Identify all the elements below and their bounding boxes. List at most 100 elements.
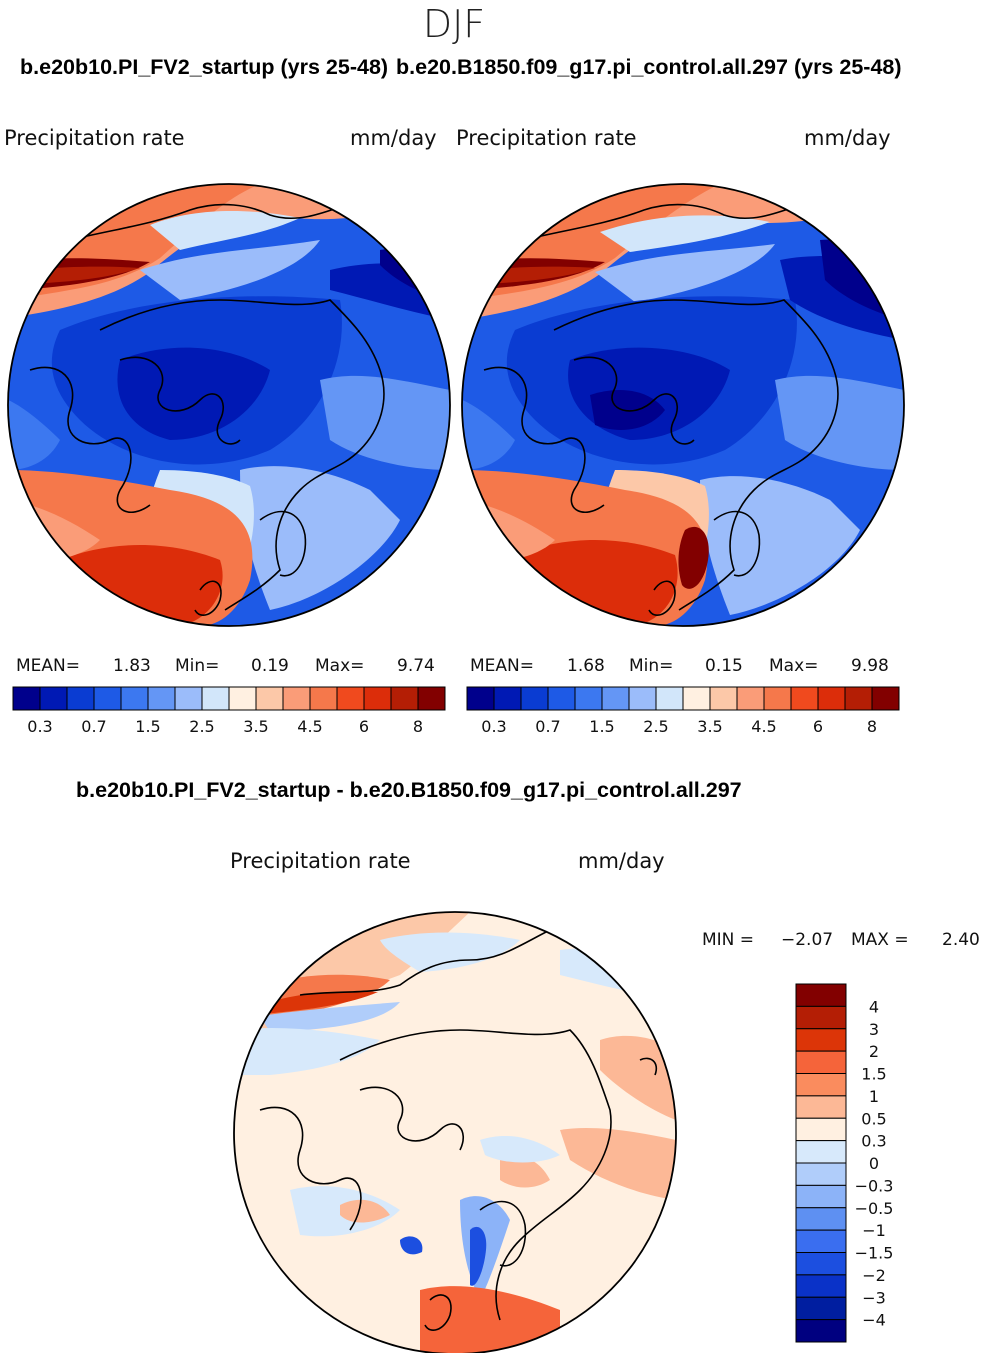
right-colorbar-swatch [709, 686, 738, 711]
left-colorbar-tick-label: 1.5 [135, 717, 160, 736]
left-colorbar-tick-label: 8 [413, 717, 423, 736]
diff-colorbar-swatch [795, 983, 847, 1007]
diff-colorbar-tick-label: 1 [869, 1087, 879, 1106]
diff-colorbar-tick-label: 4 [869, 997, 879, 1016]
left-colorbar-tick-label: 3.5 [243, 717, 268, 736]
diff-colorbar: 4 3 2 1.5 1 0.5 0.3 0 −0.3 −0.5 −1 −1.5 −2 −3 −4 [795, 983, 894, 1343]
diff-units-label: mm/day [578, 849, 665, 873]
right-colorbar-tick-label: 0.7 [535, 717, 560, 736]
right-colorbar-swatch [736, 686, 765, 711]
diff-colorbar-swatch [795, 1296, 847, 1321]
left-max-label: Max= [315, 656, 365, 676]
left-colorbar-swatch [147, 686, 176, 711]
right-colorbar-swatch [493, 686, 522, 711]
left-colorbar-swatch [282, 686, 311, 711]
left-colorbar-swatch [309, 686, 338, 711]
diff-colorbar-swatch [795, 1319, 847, 1343]
season-title: DJF [422, 2, 486, 46]
left-colorbar-swatch [93, 686, 122, 711]
diff-colorbar-tick-label: 0 [869, 1154, 879, 1173]
left-colorbar-swatch [228, 686, 257, 711]
left-run-title: b.e20b10.PI_FV2_startup (yrs 25-48) [20, 55, 389, 79]
diff-colorbar-tick-label: 0.3 [861, 1132, 886, 1151]
diff-colorbar-swatch [795, 1140, 847, 1164]
right-colorbar-tick-label: 6 [813, 717, 823, 736]
right-colorbar-swatch [817, 686, 846, 711]
left-min-label: Min= [175, 656, 220, 676]
diff-colorbar-tick-label: 1.5 [861, 1065, 886, 1084]
right-colorbar-swatch [466, 686, 495, 711]
right-colorbar-swatch [763, 686, 792, 711]
diff-colorbar-tick-label: 2 [869, 1042, 879, 1061]
diff-colorbar-swatch [795, 1005, 847, 1030]
diff-colorbar-tick-label: 3 [869, 1020, 879, 1039]
right-colorbar-swatch [655, 686, 684, 711]
diff-max-label: MAX = [851, 930, 909, 950]
right-min-value: 0.15 [705, 656, 743, 676]
left-colorbar-swatch [12, 686, 41, 711]
left-colorbar-swatch [363, 686, 392, 711]
diff-colorbar-swatch [795, 1162, 847, 1186]
left-colorbar-tick-label: 4.5 [297, 717, 322, 736]
diff-title: b.e20b10.PI_FV2_startup - b.e20.B1850.f0… [76, 778, 742, 802]
diff-colorbar-tick-label: 0.5 [861, 1109, 886, 1128]
left-colorbar-swatch [66, 686, 95, 711]
diff-map-atlantic-increase [420, 1286, 560, 1353]
left-colorbar-swatch [390, 686, 419, 711]
diff-colorbar-swatch [795, 1274, 847, 1298]
right-colorbar-tick-label: 3.5 [697, 717, 722, 736]
right-colorbar-swatch [601, 686, 630, 711]
diff-colorbar-swatch [795, 1207, 847, 1231]
right-colorbar-swatch [574, 686, 603, 711]
right-colorbar-swatch [790, 686, 819, 711]
diff-max-value: 2.40 [942, 930, 980, 950]
left-mean-label: MEAN= [16, 656, 80, 676]
diff-variable-label: Precipitation rate [230, 849, 411, 873]
left-colorbar: 0.3 0.7 1.5 2.5 3.5 4.5 6 8 [12, 686, 446, 736]
diff-min-label: MIN = [702, 930, 755, 950]
left-colorbar-swatch [336, 686, 365, 711]
right-colorbar-swatch [520, 686, 549, 711]
left-colorbar-swatch [39, 686, 68, 711]
diff-colorbar-tick-label: −3 [862, 1288, 886, 1307]
left-min-value: 0.19 [251, 656, 289, 676]
left-units-label: mm/day [350, 126, 437, 150]
right-colorbar-swatch [628, 686, 657, 711]
diff-colorbar-swatch [795, 1073, 847, 1097]
right-units-label: mm/day [804, 126, 891, 150]
right-colorbar-swatch [547, 686, 576, 711]
right-max-value: 9.98 [851, 656, 889, 676]
right-colorbar: 0.3 0.7 1.5 2.5 3.5 4.5 6 8 [466, 686, 900, 736]
left-colorbar-swatch [255, 686, 284, 711]
right-colorbar-tick-label: 8 [867, 717, 877, 736]
diff-colorbar-swatch [795, 1184, 847, 1209]
left-colorbar-swatch [201, 686, 230, 711]
diff-colorbar-swatch [795, 1252, 847, 1276]
right-colorbar-tick-label: 1.5 [589, 717, 614, 736]
right-max-label: Max= [769, 656, 819, 676]
diff-colorbar-swatch [795, 1117, 847, 1142]
diff-min-value: −2.07 [781, 930, 834, 950]
right-colorbar-swatch [871, 686, 900, 711]
left-colorbar-swatch [417, 686, 446, 711]
right-map [461, 183, 905, 627]
left-colorbar-swatch [174, 686, 203, 711]
diff-colorbar-tick-label: −2 [862, 1266, 886, 1285]
diff-map [233, 911, 677, 1353]
diff-colorbar-swatch [795, 1229, 847, 1253]
right-colorbar-swatch [682, 686, 711, 711]
left-mean-value: 1.83 [113, 656, 151, 676]
left-colorbar-tick-label: 2.5 [189, 717, 214, 736]
left-colorbar-tick-label: 0.7 [81, 717, 106, 736]
diff-colorbar-tick-label: −1 [862, 1221, 886, 1240]
left-colorbar-swatch [120, 686, 149, 711]
left-variable-label: Precipitation rate [4, 126, 185, 150]
right-min-label: Min= [629, 656, 674, 676]
left-colorbar-tick-label: 0.3 [27, 717, 52, 736]
left-colorbar-tick-label: 6 [359, 717, 369, 736]
left-map [7, 183, 451, 627]
diff-colorbar-tick-label: −4 [862, 1311, 886, 1330]
diff-colorbar-tick-label: −1.5 [855, 1244, 894, 1263]
right-colorbar-tick-label: 0.3 [481, 717, 506, 736]
